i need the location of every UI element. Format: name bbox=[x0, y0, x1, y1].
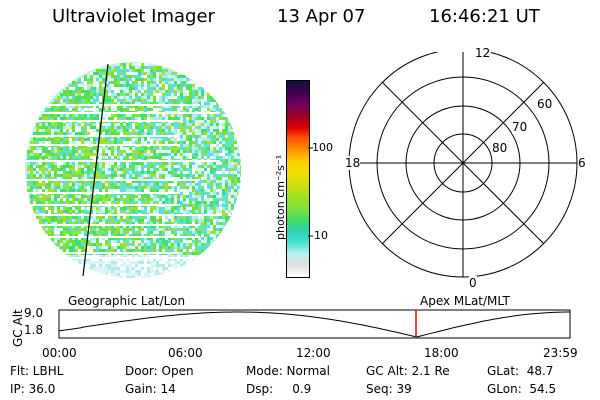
info-filter: Flt: LBHL bbox=[10, 364, 64, 378]
polar-mlt-plot bbox=[348, 52, 578, 278]
time-tick-0000: 00:00 bbox=[42, 346, 77, 360]
info-glon: GLon: 54.5 bbox=[487, 382, 557, 396]
altitude-frame bbox=[58, 309, 571, 339]
colorbar-tick-10: 10 bbox=[314, 229, 328, 242]
uv-disk-image bbox=[25, 62, 241, 278]
geographic-label: Geographic Lat/Lon bbox=[68, 294, 186, 308]
mlt-label-12: 12 bbox=[474, 46, 492, 60]
colorbar-ticks bbox=[308, 147, 313, 237]
instrument-title: Ultraviolet Imager bbox=[52, 6, 215, 27]
lat-label-70: 70 bbox=[512, 120, 528, 134]
altitude-tick-9: 9.0 bbox=[24, 306, 44, 320]
altitude-curve bbox=[58, 311, 570, 338]
time-label: 16:46:21 UT bbox=[429, 6, 540, 27]
apex-label: Apex MLat/MLT bbox=[420, 294, 510, 308]
time-tick-0600: 06:00 bbox=[168, 346, 203, 360]
lat-label-80: 80 bbox=[492, 141, 508, 155]
info-gain: Gain: 14 bbox=[125, 382, 176, 396]
info-mode: Mode: Normal bbox=[246, 364, 330, 378]
info-gc-alt: GC Alt: 2.1 Re bbox=[366, 364, 450, 378]
info-glat: GLat: 48.7 bbox=[487, 364, 554, 378]
meridian-line bbox=[82, 63, 109, 277]
altitude-tick-1.8: 1.8 bbox=[24, 323, 44, 337]
mlt-label-18: 18 bbox=[345, 156, 361, 170]
info-door: Door: Open bbox=[125, 364, 194, 378]
polar-diagonal-2 bbox=[381, 81, 545, 245]
info-dsp: Dsp: 0.9 bbox=[246, 382, 312, 396]
time-tick-1800: 18:00 bbox=[424, 346, 459, 360]
lat-label-60: 60 bbox=[537, 97, 553, 111]
colorbar-tick-100: 100 bbox=[312, 141, 333, 154]
time-tick-1200: 12:00 bbox=[296, 346, 331, 360]
date-label: 13 Apr 07 bbox=[277, 6, 366, 27]
info-ip: IP: 36.0 bbox=[10, 382, 56, 396]
mlt-label-0: 0 bbox=[469, 276, 477, 290]
mlt-label-6: 6 bbox=[578, 156, 586, 170]
colorbar bbox=[286, 80, 310, 278]
altitude-strip-plot bbox=[58, 309, 571, 339]
info-seq: Seq: 39 bbox=[366, 382, 412, 396]
colorbar-unit-label: photon cm⁻²s⁻¹ bbox=[274, 154, 287, 240]
time-tick-2359: 23:59 bbox=[543, 346, 578, 360]
altitude-axis-label: GC Alt bbox=[11, 309, 25, 347]
